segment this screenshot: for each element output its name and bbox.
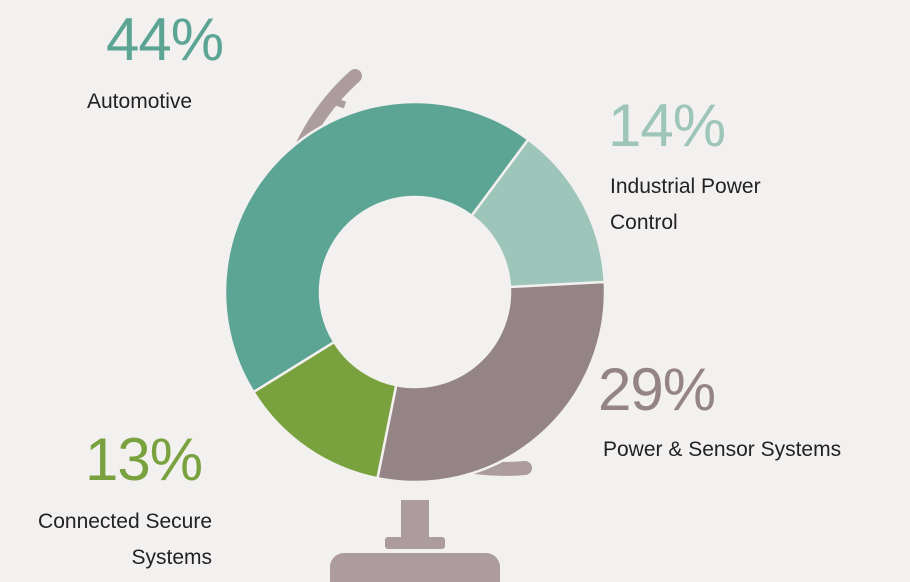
category-label: Automotive — [87, 84, 192, 120]
globe-stem-collar — [385, 537, 445, 549]
meridian-tick — [333, 101, 345, 105]
category-label: Connected Secure Systems — [2, 504, 212, 576]
value-label: 14% — [608, 96, 725, 156]
category-label: Industrial Power Control — [610, 169, 825, 241]
value-label: 44% — [106, 10, 223, 70]
donut-slice — [377, 282, 605, 482]
value-label: 29% — [598, 360, 715, 420]
chart: 44% Automotive 14% Industrial Power Cont… — [0, 0, 910, 582]
value-label: 13% — [85, 430, 202, 490]
globe-base — [330, 553, 500, 582]
globe-stem — [401, 500, 429, 540]
donut-slice — [225, 102, 528, 392]
category-label: Power & Sensor Systems — [603, 432, 841, 468]
donut — [225, 102, 605, 482]
